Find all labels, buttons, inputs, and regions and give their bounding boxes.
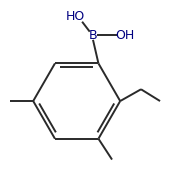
Text: HO: HO xyxy=(66,10,85,23)
Text: B: B xyxy=(89,29,97,42)
Text: OH: OH xyxy=(115,29,134,42)
